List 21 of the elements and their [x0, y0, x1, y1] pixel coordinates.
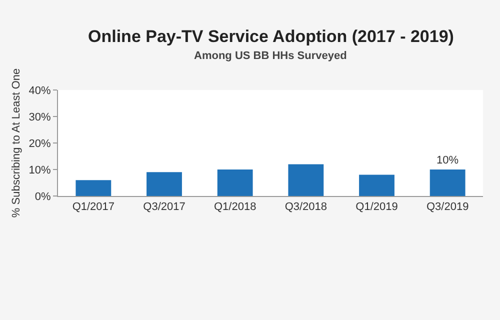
x-tick-label: Q3/2017 — [143, 201, 186, 214]
x-tick-label: Q3/2019 — [426, 201, 469, 214]
y-axis-title: % Subscribing to At Least One — [10, 68, 22, 218]
bar — [288, 164, 324, 196]
bar — [430, 170, 466, 196]
bar — [146, 172, 182, 196]
x-tick-label: Q1/2019 — [356, 201, 398, 214]
bar — [217, 170, 253, 196]
bar — [359, 174, 394, 196]
chart-subtitle: Among US BB HHs Surveyed — [194, 50, 347, 62]
y-tick-label: 20% — [28, 138, 52, 150]
chart-title: Online Pay-TV Service Adoption (2017 - 2019) — [88, 27, 454, 46]
y-tick-label: 40% — [28, 84, 52, 97]
bar — [76, 180, 112, 196]
x-tick-label: Q1/2017 — [72, 201, 115, 214]
y-tick-label: 0% — [34, 190, 52, 203]
y-tick-label: 10% — [28, 164, 52, 176]
x-tick-label: Q1/2018 — [214, 201, 256, 214]
x-tick-label: Q3/2018 — [284, 201, 328, 214]
y-tick-label: 30% — [28, 111, 52, 124]
data-label: 10% — [436, 154, 459, 166]
